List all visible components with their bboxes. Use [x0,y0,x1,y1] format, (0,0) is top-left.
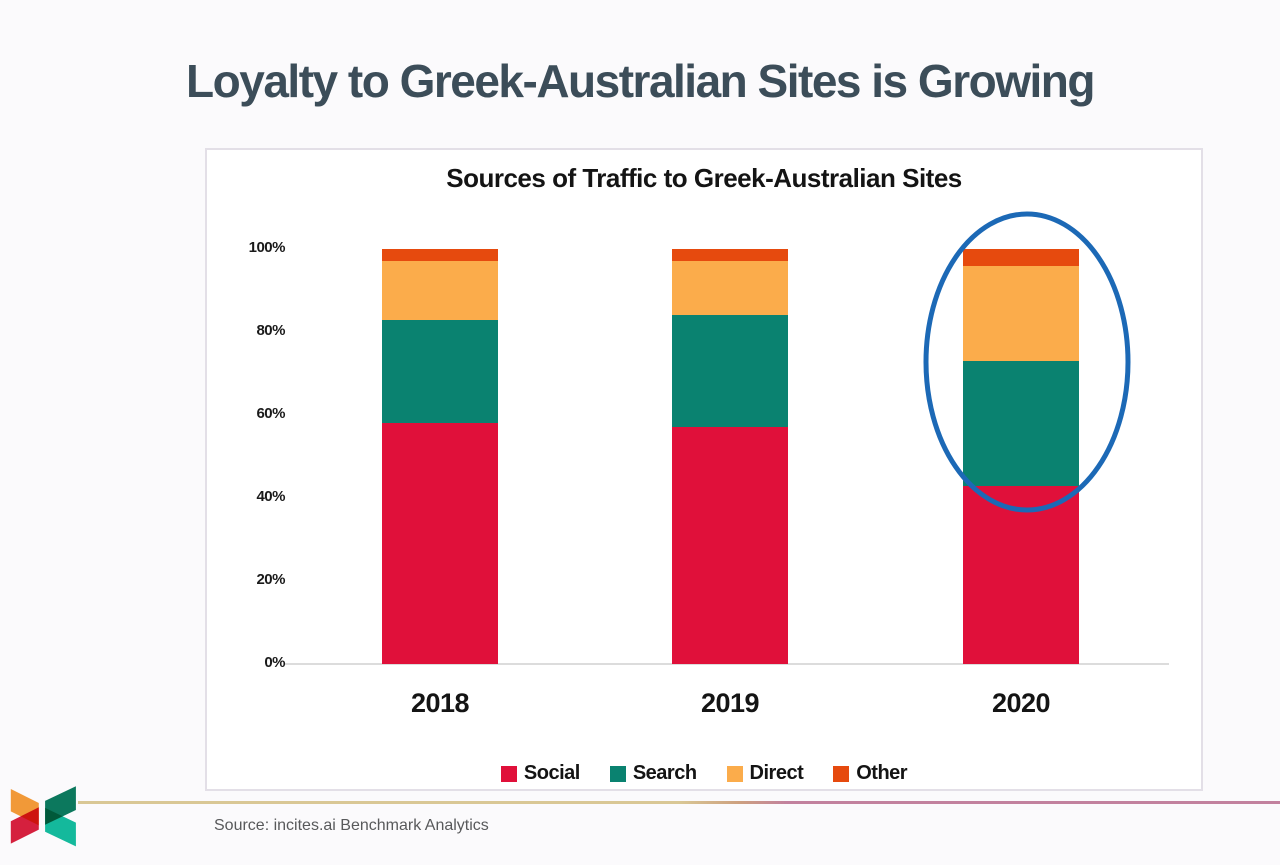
y-axis-tick-label: 0% [264,654,285,671]
bar-segment-other [963,249,1079,266]
y-axis-tick-label: 80% [256,322,285,339]
legend-label: Other [856,762,908,784]
legend-swatch-icon [500,765,517,782]
chart-panel: Sources of Traffic to Greek-Australian S… [205,148,1203,791]
legend-swatch-icon [833,765,850,782]
chart-legend: Social Search Direct Other [207,762,1201,785]
bar-segment-other [382,249,498,262]
x-axis-label: 2020 [991,688,1051,718]
stacked-bar-2020 [963,249,1079,664]
x-axis-label: 2018 [410,688,470,718]
stacked-bar-2019 [672,249,788,664]
bar-segment-direct [382,261,498,320]
y-axis-tick-label: 100% [248,239,286,256]
y-axis-tick-label: 20% [256,571,285,588]
y-axis-tick-label: 60% [256,405,285,422]
source-text: Source: incites.ai Benchmark Analytics [214,817,489,834]
footer-divider-line [78,801,1280,804]
legend-label: Search [632,762,697,784]
x-axis-label: 2019 [700,688,760,718]
bar-segment-social [672,427,788,664]
legend-item-search: Search [609,762,697,785]
legend-label: Direct [749,762,804,784]
bar-segment-other [672,249,788,262]
legend-swatch-icon [726,765,743,782]
bar-segment-direct [672,261,788,316]
chart-title: Sources of Traffic to Greek-Australian S… [446,163,962,193]
legend-item-other: Other [833,762,908,785]
stacked-bar-2018 [382,249,498,664]
slide-title: Loyalty to Greek-Australian Sites is Gro… [186,55,1095,107]
bar-segment-search [963,361,1079,486]
y-axis-tick-label: 40% [256,488,285,505]
legend-swatch-icon [609,765,626,782]
bar-segment-social [382,423,498,664]
bar-segment-direct [963,265,1079,362]
x-axis-line [285,663,1169,665]
bar-segment-search [672,315,788,428]
bar-segment-social [963,485,1079,664]
legend-item-social: Social [500,762,580,785]
legend-label: Social [523,762,580,784]
plot-area: 0% 20% 40% 60% 80% 100% 2018 2019 2020 [207,150,1201,789]
incites-logo-icon [10,786,76,847]
bar-segment-search [382,319,498,424]
legend-item-direct: Direct [726,762,804,785]
